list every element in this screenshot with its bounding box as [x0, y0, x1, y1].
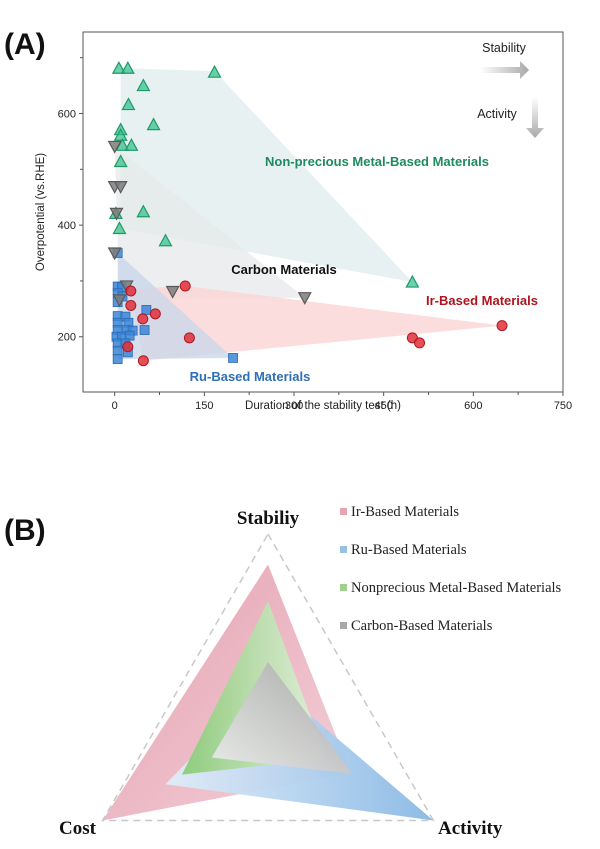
nonprecious-data-point — [113, 128, 128, 141]
x-axis-title: Duration of the stability test (h) — [245, 400, 401, 412]
nonprecious-data-point — [158, 233, 173, 247]
legend-label-nonprecious: Nonprecious Metal-Based Materials — [351, 580, 562, 596]
nonprecious-data-point — [207, 64, 222, 78]
radar-axis-cost: Cost — [59, 818, 97, 839]
carbon-data-point — [107, 247, 122, 261]
ru-data-point — [228, 353, 238, 363]
x-tick-label: 150 — [195, 400, 213, 412]
legend-swatch-nonprecious — [340, 584, 347, 591]
radar-chart: Stabiliy Activity Cost Ir-Based Material… — [59, 504, 561, 839]
legend-label-ru: Ru-Based Materials — [351, 542, 467, 558]
ir-data-point — [149, 308, 161, 320]
nonprecious-data-point — [124, 138, 139, 151]
ru-data-point — [141, 305, 152, 315]
carbon-data-point — [112, 294, 127, 308]
ir-data-point — [122, 341, 134, 353]
x-tick-label: 450 — [374, 400, 392, 412]
x-tick-label: 300 — [285, 400, 303, 412]
panel-b-label: (B) — [4, 514, 46, 547]
scatter-plot: 0 150 300 450 600 750 200 400 600 Duration of th… — [35, 31, 572, 412]
carbon-data-point — [113, 181, 128, 194]
legend-label-ir: Ir-Based Materials — [351, 504, 459, 520]
radar-polygon-carbon — [211, 661, 353, 774]
radar-legend: Ir-Based Materials Ru-Based Materials No… — [340, 504, 562, 634]
activity-annotation: Activity — [477, 107, 517, 121]
x-tick-label: 750 — [554, 400, 572, 412]
nonprecious-data-point — [405, 274, 420, 288]
ru-region-label: Ru-Based Materials — [190, 369, 311, 384]
nonprecious-data-point — [113, 154, 128, 168]
ru-data-point — [112, 345, 123, 356]
radar-axis-stability: Stabiliy — [237, 508, 300, 529]
ir-region-label: Ir-Based Materials — [426, 293, 538, 308]
nonprecious-region-label: Non-precious Metal-Based Materials — [265, 154, 489, 169]
nonprecious-data-point — [111, 61, 126, 74]
point-layer — [107, 61, 508, 367]
ir-data-point — [125, 285, 137, 297]
region-carbon-materials — [114, 146, 305, 300]
radar-axis-activity: Activity — [438, 818, 503, 839]
activity-arrow-icon — [526, 97, 544, 138]
stability-annotation: Stability — [482, 41, 527, 55]
ir-data-point — [496, 320, 508, 332]
ir-data-point — [414, 337, 426, 349]
ir-data-point — [125, 299, 137, 311]
x-tick-label: 0 — [112, 400, 118, 412]
ir-data-point — [137, 355, 149, 367]
region-ir-based-materials — [130, 285, 503, 361]
y-tick-label: 600 — [58, 108, 76, 120]
carbon-data-point — [109, 207, 124, 221]
y-tick-label: 200 — [58, 332, 76, 344]
legend-swatch-ir — [340, 508, 347, 515]
radar-outer-frame — [101, 532, 435, 822]
carbon-data-point — [297, 292, 312, 305]
nonprecious-data-point — [136, 204, 151, 218]
nonprecious-data-point — [121, 97, 136, 111]
x-tick-label: 600 — [464, 400, 482, 412]
plot-frame — [82, 31, 564, 393]
legend-label-carbon: Carbon-Based Materials — [351, 618, 493, 634]
ru-data-point — [112, 354, 123, 364]
nonprecious-data-point — [146, 117, 161, 131]
ru-data-point — [139, 325, 150, 335]
nonprecious-data-point — [112, 221, 127, 235]
ir-data-point — [179, 280, 191, 292]
panel-a-label: (A) — [4, 28, 46, 61]
radar-polygons — [102, 564, 434, 821]
carbon-data-point — [107, 140, 122, 154]
ir-data-point — [183, 332, 195, 344]
legend-swatch-ru — [340, 546, 347, 553]
carbon-data-point — [165, 285, 180, 299]
ir-data-point — [137, 313, 149, 325]
legend-swatch-carbon — [340, 622, 347, 629]
y-tick-label: 400 — [58, 220, 76, 232]
nonprecious-data-point — [120, 61, 135, 74]
stability-arrow-icon — [480, 61, 529, 79]
nonprecious-data-point — [136, 78, 151, 92]
carbon-region-label: Carbon Materials — [231, 262, 336, 277]
y-axis-title: Overpotential (vs.RHE) — [35, 153, 47, 271]
axes: 0 150 300 450 600 750 200 400 600 — [58, 57, 572, 412]
region-layer — [114, 68, 503, 361]
